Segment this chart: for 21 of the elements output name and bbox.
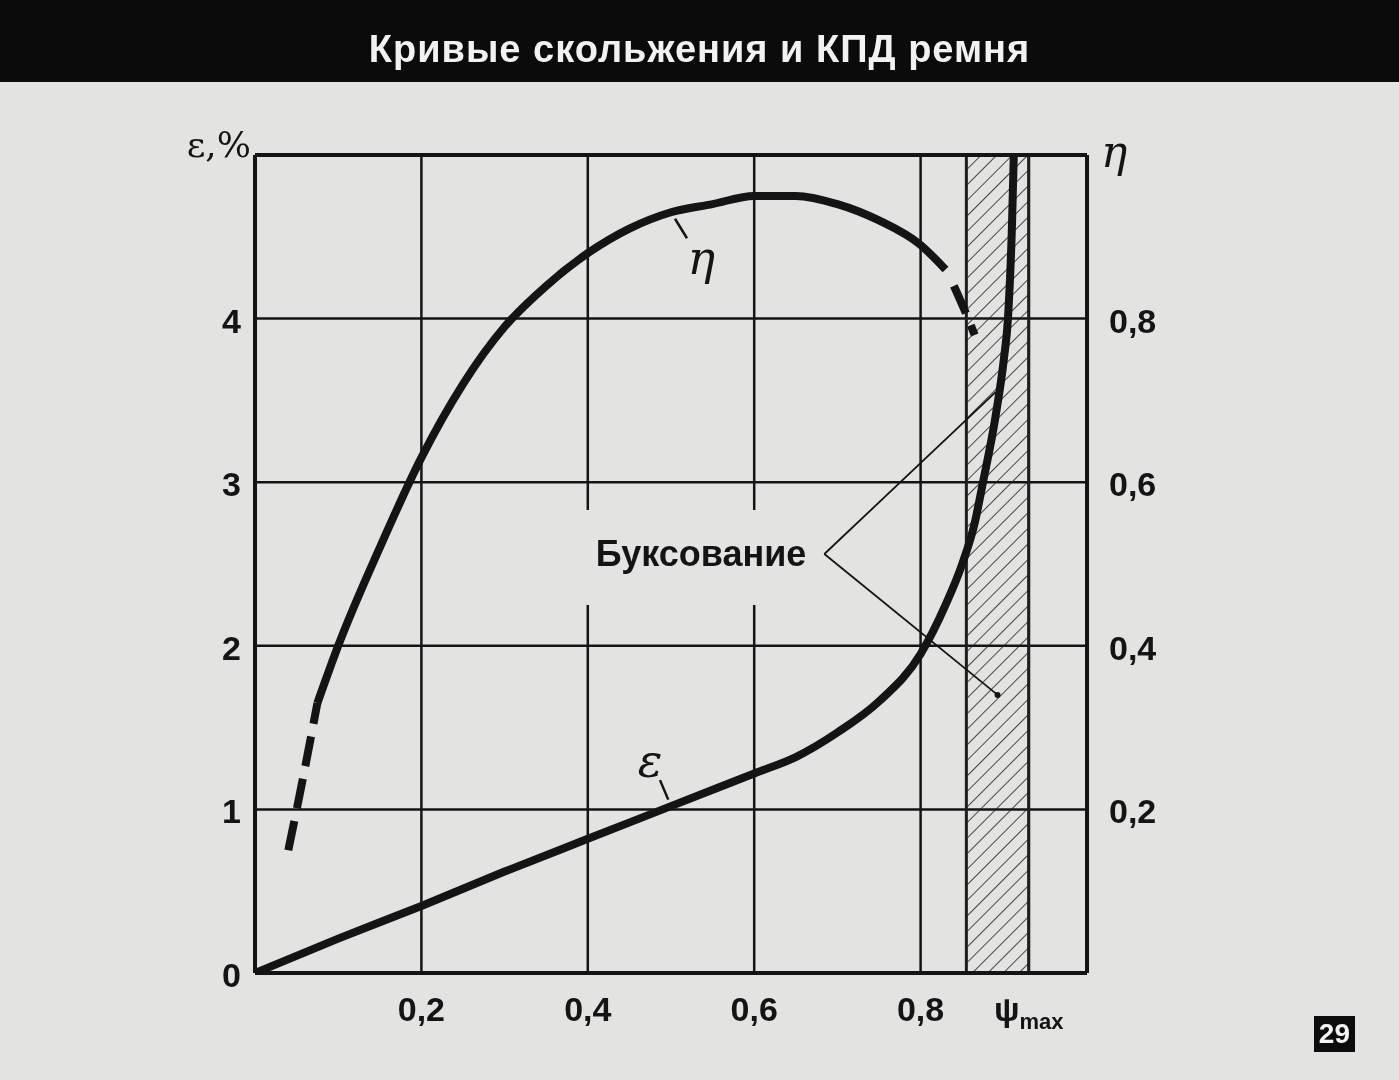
y2-tick-label: 0,6 [1109, 465, 1157, 504]
y2-axis-title: η [1101, 126, 1128, 177]
x-tick-label: 0,2 [397, 990, 446, 1028]
x-tick-label: ψ$_{max}$ [993, 990, 1065, 1034]
y-axis-title: ε,% [186, 124, 251, 165]
y-tick-label: 0 [222, 956, 241, 994]
series-label: ε [637, 733, 663, 788]
x-tick-label: 0,6 [730, 990, 778, 1028]
chart-title: Кривые скольжения и КПД ремня [367, 27, 1032, 72]
y-tick-label: 3 [222, 465, 241, 504]
x-tick-label: 0,4 [564, 990, 612, 1028]
y2-tick-label: 0,2 [1109, 792, 1157, 831]
band-label: Буксование [595, 533, 807, 574]
y-tick-label: 4 [222, 301, 242, 340]
text: 29 [1313, 1016, 1355, 1052]
y-tick-label: 2 [222, 628, 241, 667]
y2-tick-label: 0,4 [1109, 628, 1157, 667]
legend-label: η [687, 230, 716, 285]
y2-tick-label: 0,8 [1109, 301, 1157, 340]
x-tick-label: 0,8 [896, 990, 945, 1028]
y-tick-label: 1 [222, 792, 241, 831]
